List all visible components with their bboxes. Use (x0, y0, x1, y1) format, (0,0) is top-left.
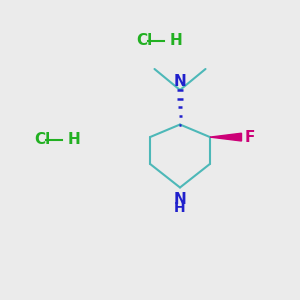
Text: H: H (174, 201, 186, 215)
Text: F: F (245, 130, 256, 145)
Text: H: H (68, 132, 80, 147)
Polygon shape (210, 133, 242, 141)
Text: Cl: Cl (136, 33, 153, 48)
Text: H: H (169, 33, 182, 48)
Text: N: N (174, 74, 186, 88)
Text: Cl: Cl (34, 132, 51, 147)
Text: N: N (174, 192, 186, 207)
